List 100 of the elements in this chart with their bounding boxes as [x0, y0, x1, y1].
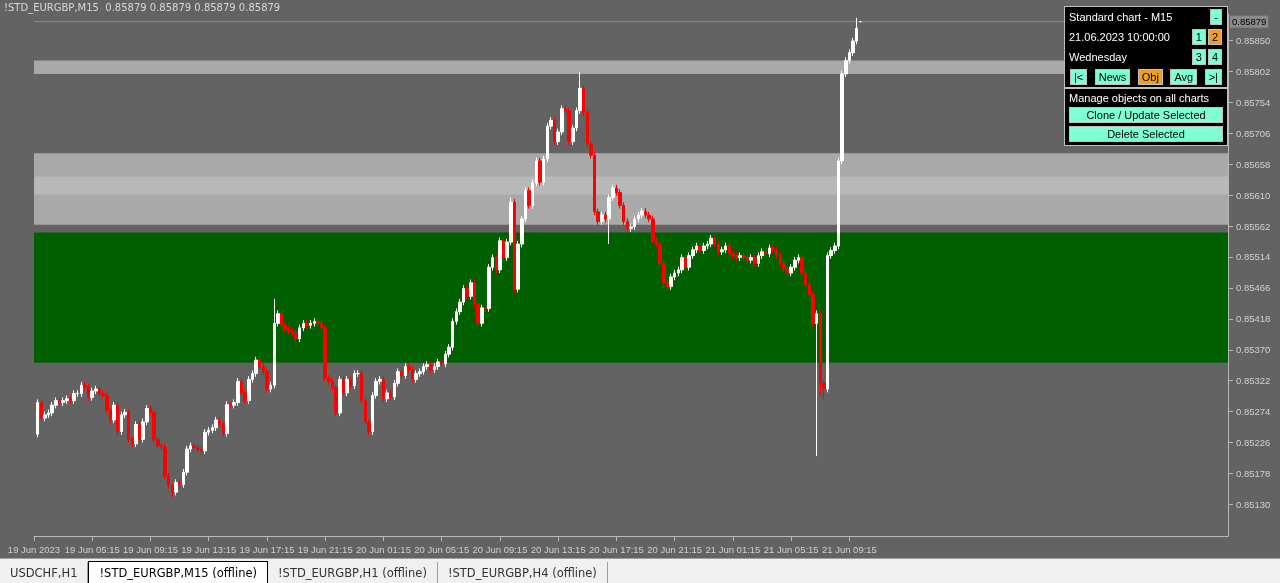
candlestick: [265, 367, 269, 393]
candlestick: [338, 375, 342, 417]
candlestick: [527, 186, 531, 210]
candlestick: [353, 369, 356, 390]
candlestick: [309, 319, 312, 329]
x-tick-label: 19 Jun 21:15: [297, 543, 353, 555]
y-tick-label: 0.85466: [1236, 282, 1271, 294]
annotation: Standard chart - M15: [1069, 11, 1173, 23]
candlestick: [724, 242, 727, 254]
candlestick: [178, 478, 181, 489]
candlestick: [436, 358, 440, 371]
candlestick: [484, 304, 487, 313]
candlestick: [174, 478, 178, 496]
candlestick: [553, 116, 556, 146]
candlestick: [495, 253, 498, 274]
y-tick-label: 0.85274: [1236, 406, 1271, 418]
candlestick: [40, 398, 43, 422]
candlestick: [644, 207, 647, 219]
y-tick-label: 0.85562: [1236, 220, 1271, 232]
candlestick: [633, 215, 636, 231]
candlestick: [498, 237, 502, 274]
chart-title: !STD_EURGBP,M15 0.85879 0.85879 0.85879 0.85879: [4, 2, 281, 13]
annotation: -: [1210, 9, 1222, 25]
candlestick: [229, 400, 232, 409]
candlestick: [305, 319, 309, 329]
candlestick: [192, 442, 196, 452]
y-tick-label: 0.85418: [1236, 313, 1271, 325]
candlestick: [138, 420, 141, 444]
candlestick: [720, 246, 724, 256]
candlestick: [779, 251, 782, 268]
y-tick-label: 0.85706: [1236, 127, 1271, 139]
candlestick: [742, 251, 746, 262]
candlestick: [680, 253, 684, 274]
candlestick: [294, 329, 298, 343]
candlestick: [313, 317, 316, 328]
candlestick: [513, 198, 516, 293]
candlestick: [749, 253, 753, 264]
x-tick-label: 20 Jun 13:15: [530, 543, 586, 555]
x-tick-label: 20 Jun 21:15: [647, 543, 703, 555]
candlestick: [753, 253, 757, 268]
candlestick: [134, 420, 138, 448]
candlestick: [735, 251, 738, 262]
candlestick: [400, 367, 403, 380]
candlestick: [98, 385, 101, 398]
candlestick: [433, 362, 436, 374]
candlestick: [422, 362, 425, 376]
candlestick: [819, 309, 822, 397]
annotation: 2: [1207, 29, 1222, 45]
candlestick: [728, 242, 731, 258]
candlestick: [669, 273, 673, 291]
candlestick: [196, 443, 200, 453]
x-tick-label: 19 Jun 17:15: [239, 543, 295, 555]
annotation: Manage objects on all charts: [1068, 92, 1211, 104]
y-tick-label: 0.85754: [1236, 96, 1271, 108]
candlestick: [273, 298, 276, 389]
candlestick: [702, 242, 706, 255]
candlestick: [69, 395, 72, 405]
y-tick-label: 0.85514: [1236, 251, 1271, 263]
x-tick-label: 19 Jun 05:15: [64, 543, 120, 555]
candlestick: [236, 377, 240, 407]
candlestick: [480, 304, 484, 328]
candlestick: [469, 279, 473, 300]
candlestick: [764, 248, 767, 258]
x-tick-label: 21 Jun 05:15: [763, 543, 819, 555]
x-tick-label: 19 Jun 13:15: [181, 543, 237, 555]
candlestick: [698, 242, 702, 255]
candlestick: [316, 317, 320, 328]
candlestick: [567, 106, 571, 146]
candlestick: [440, 358, 443, 368]
candlestick: [50, 401, 54, 417]
candlestick: [502, 237, 505, 262]
annotation: 21.06.2023 10:00:00: [1069, 31, 1170, 43]
candlestick: [225, 400, 229, 438]
y-tick-label: 0.85802: [1236, 65, 1271, 77]
annotation: |<: [1070, 69, 1088, 85]
y-tick-label: 0.85610: [1236, 189, 1271, 201]
candlestick: [414, 369, 418, 384]
candlestick: [604, 211, 607, 223]
candlestick: [222, 420, 225, 438]
candlestick: [214, 416, 218, 432]
x-tick-label: 19 Jun 2023: [7, 543, 61, 555]
candlestick: [538, 157, 542, 186]
annotation: >|: [1204, 69, 1222, 85]
candlestick: [80, 381, 83, 398]
candlestick: [404, 362, 407, 380]
candlestick: [298, 324, 301, 343]
annotation: Wednesday: [1069, 51, 1127, 63]
candlestick: [280, 309, 283, 329]
candlestick: [112, 401, 116, 424]
candlestick: [687, 251, 691, 271]
candlestick: [389, 389, 392, 401]
candlestick: [738, 251, 742, 262]
y-tick-label: 0.85130: [1236, 498, 1271, 510]
candlestick: [200, 445, 203, 455]
x-tick-label: 21 Jun 01:15: [705, 543, 761, 555]
candlestick: [640, 207, 644, 219]
candlestick: [709, 234, 713, 248]
candlestick: [116, 401, 119, 436]
candlestick: [684, 253, 687, 271]
x-tick-label: 20 Jun 05:15: [414, 543, 470, 555]
